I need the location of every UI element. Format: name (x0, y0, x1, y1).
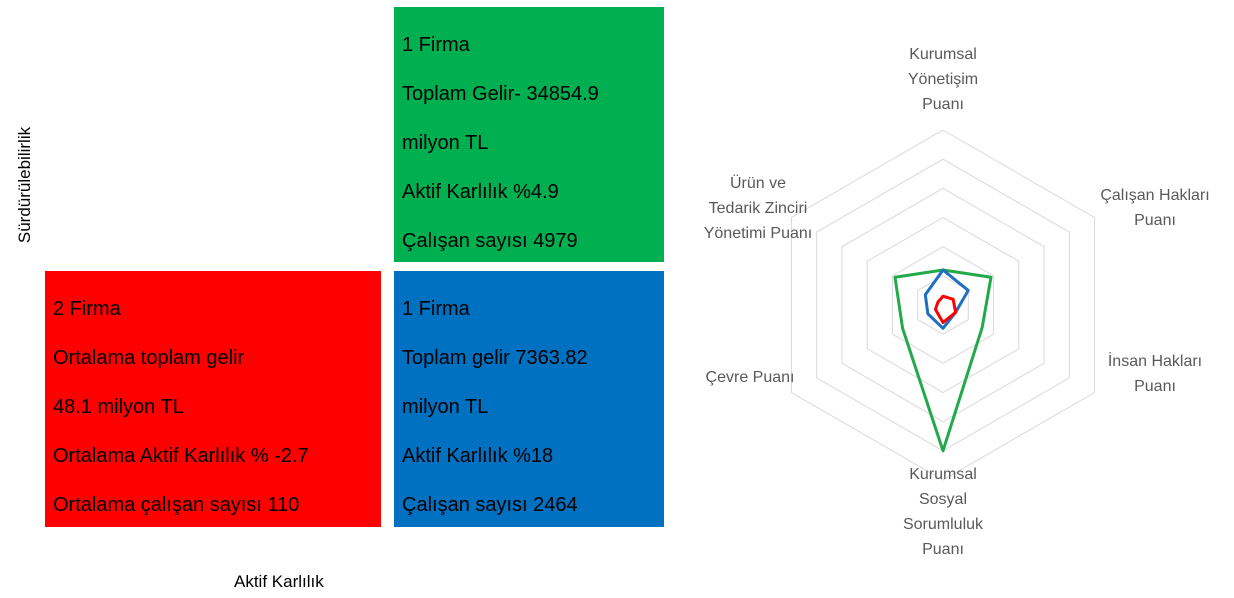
quadrant-text: Çalışan sayısı 2464 (402, 494, 578, 516)
quadrant-text: 1 Firma (402, 298, 470, 320)
quadrant-text: Ortalama toplam gelir (53, 347, 245, 369)
quadrant-text: 2 Firma (53, 298, 121, 320)
grid-ring (891, 246, 995, 364)
quadrant-box: 1 Firma Toplam gelir 7363.82 milyon TL Akti… (394, 271, 664, 527)
quadrant-text: Ortalama çalışan sayısı 110 (53, 494, 300, 516)
axis-label: Puanı (1134, 212, 1176, 229)
axis-label: Çalışan Hakları (1100, 187, 1209, 204)
quadrant-box: 1 Firma Toplam Gelir- 34854.9 milyon TL Akt… (394, 7, 664, 262)
axis-label: Puanı (1134, 378, 1176, 395)
quadrant-text: 48.1 milyon TL (53, 396, 184, 418)
axis-label: Puanı (922, 541, 964, 558)
series-line (893, 268, 993, 453)
quadrant-text: 1 Firma (402, 34, 470, 56)
quadrant-box: 2 Firma Ortalama toplam gelir 48.1 milyon … (45, 271, 381, 527)
grid-ring (841, 187, 1045, 423)
quadrant-text: Çalışan sayısı 4979 (402, 230, 578, 252)
quadrant-text: milyon TL (402, 396, 489, 418)
axis-label: Kurumsal (909, 466, 977, 483)
axis-label: Çevre Puanı (706, 369, 795, 386)
quadrant-text: Toplam gelir 7363.82 (402, 347, 588, 369)
axis-label: Yönetimi Puanı (704, 225, 813, 242)
x-axis-label: Aktif Karlılık (234, 572, 324, 591)
grid-ring (816, 158, 1070, 452)
grid-ring (866, 216, 1020, 394)
quadrant-text: Aktif Karlılık %4.9 (402, 181, 559, 203)
axis-label: Tedarik Zinciri (709, 200, 808, 217)
quadrant-text: milyon TL (402, 132, 489, 154)
axis-label: Yönetişim (908, 71, 978, 88)
axis-label: Ürün ve (730, 174, 786, 192)
axis-label: Puanı (922, 96, 964, 113)
quadrant-text: Ortalama Aktif Karlılık % -2.7 (53, 445, 309, 467)
quadrant-text: Toplam Gelir- 34854.9 (402, 83, 599, 105)
axis-label: Sorumluluk (903, 516, 984, 533)
grid-ring (790, 129, 1096, 481)
axis-label: Sosyal (919, 491, 967, 508)
series-line (933, 294, 958, 324)
quadrant-text: Aktif Karlılık %18 (402, 445, 554, 467)
axis-label: İnsan Hakları (1108, 351, 1202, 370)
series-line (923, 268, 970, 330)
axis-label: Kurumsal (909, 46, 977, 63)
